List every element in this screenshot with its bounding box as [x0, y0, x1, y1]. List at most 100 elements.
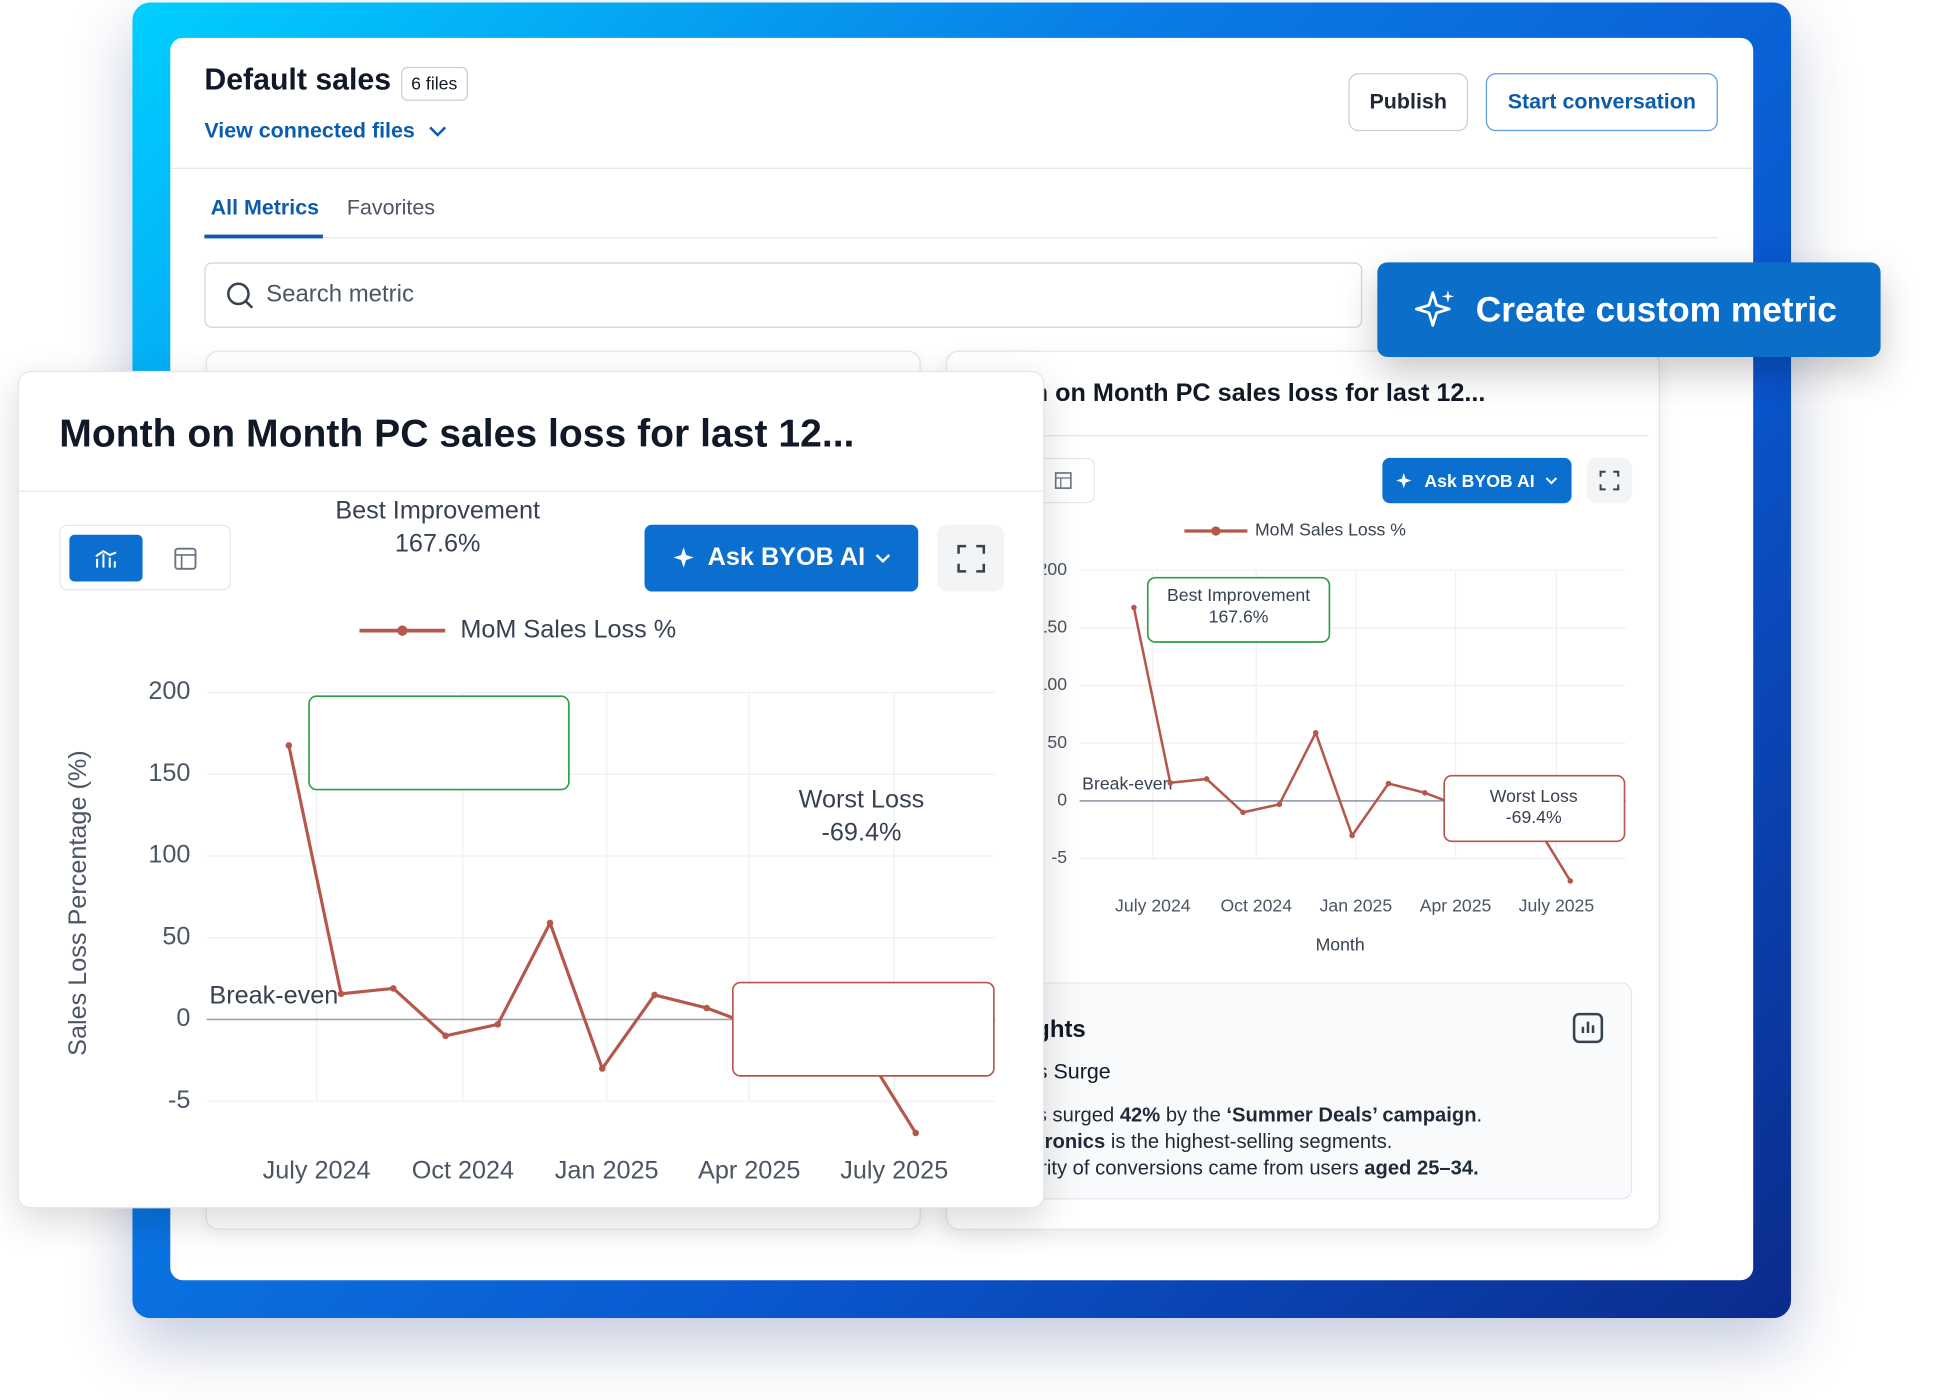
x-tick-label: July 2025 [1519, 896, 1595, 916]
y-axis-title: Sales Loss Percentage (%) [64, 750, 92, 1056]
data-point [651, 991, 658, 999]
chart-view-button[interactable] [69, 534, 143, 582]
y-tick-label: 150 [1038, 616, 1068, 636]
break-even-label: Break-even [209, 981, 338, 1009]
data-point [1349, 832, 1355, 839]
best-annotation-title: Best Improvement [335, 497, 540, 525]
y-tick-label: 100 [1038, 674, 1068, 694]
data-point [1276, 801, 1283, 808]
legend-marker [397, 625, 408, 636]
best-annotation-value: 167.6% [1209, 607, 1269, 627]
worst-annotation-value: -69.4% [1506, 807, 1562, 827]
sparkle-icon [1396, 472, 1412, 489]
text: . [1476, 1104, 1483, 1127]
divider [959, 435, 1649, 437]
insight-line: Majority of conversions came from users … [983, 1155, 1482, 1181]
y-tick-label: 0 [176, 1004, 190, 1032]
divider [18, 490, 1046, 492]
data-point [1312, 730, 1319, 736]
metric-card-expanded: Month on Month PC sales loss for last 12… [17, 370, 1046, 1209]
data-point [1422, 790, 1428, 796]
chevron [429, 126, 447, 137]
x-tick-label: July 2025 [840, 1156, 948, 1184]
chevron [1545, 477, 1557, 485]
legend-label: MoM Sales Loss % [460, 615, 676, 643]
worst-annotation-title: Worst Loss [1490, 786, 1578, 806]
text: Majority of conversions came from users [996, 1157, 1365, 1180]
bold-text: ‘Summer Deals’ campaign [1226, 1104, 1477, 1127]
best-annotation-box [308, 695, 570, 791]
y-tick-label: 50 [162, 922, 190, 950]
file-badge[interactable]: 6 files [401, 66, 468, 101]
x-tick-label: Oct 2024 [412, 1156, 514, 1184]
x-tick-label: July 2024 [263, 1156, 371, 1184]
link-text: View connected files [204, 118, 415, 143]
data-point [546, 919, 554, 927]
expand-button[interactable] [937, 524, 1004, 592]
tab-active[interactable]: All Metrics [210, 195, 320, 220]
ask-ai-label: Ask BYOB AI [707, 543, 866, 572]
worst-annotation-title: Worst Loss [799, 786, 925, 814]
ask-ai-label: Ask BYOB AI [1424, 470, 1535, 491]
x-axis-title: Month [1316, 935, 1365, 955]
worst-annotation-value: -69.4% [822, 818, 902, 846]
x-tick-label: Apr 2025 [1420, 896, 1492, 916]
data-point [1203, 776, 1210, 782]
y-tick-label: 100 [148, 841, 190, 869]
worst-annotation-box [731, 981, 995, 1077]
data-point [598, 1065, 606, 1072]
table-view-button[interactable] [1054, 472, 1072, 490]
text: is the highest-selling segments. [1105, 1131, 1393, 1153]
x-tick-label: July 2024 [1115, 896, 1191, 916]
ask-ai-button[interactable]: Ask BYOB AI [644, 524, 919, 592]
data-point [285, 742, 293, 749]
card-title: Month on Month PC sales loss for last 12… [972, 379, 1486, 408]
legend-marker [1211, 526, 1221, 536]
y-tick-label: 200 [1038, 559, 1068, 579]
metric-card: Month on Month PC sales loss for last 12… [945, 350, 1660, 1230]
insights-panel: Insights Sales Surge Sales surged 42% by… [972, 982, 1633, 1200]
expand-icon [1599, 470, 1620, 491]
worst-annotation-box [1443, 774, 1626, 843]
break-even-label: Break-even [1082, 774, 1172, 794]
expand-button[interactable] [1586, 457, 1633, 504]
sparkle-icon [673, 546, 694, 567]
card-title: Month on Month PC sales loss for last 12… [59, 411, 855, 456]
x-tick-label: Jan 2025 [1320, 896, 1393, 916]
data-point [1385, 780, 1392, 787]
table-view-button[interactable] [174, 547, 197, 570]
search-icon [227, 282, 254, 309]
connected-files-link[interactable]: View connected files [204, 119, 447, 144]
chart-icon [95, 549, 117, 567]
insights-icon [1572, 1012, 1604, 1044]
data-point [390, 985, 397, 992]
view-toggle [59, 524, 231, 591]
x-tick-label: Jan 2025 [555, 1156, 659, 1184]
data-point [1167, 779, 1174, 786]
best-annotation-box [1146, 576, 1331, 643]
chart: -5 0 50 100 150 200 July 2024 Oct 2024 Jan 2025 A… [64, 497, 996, 1184]
tab[interactable]: Favorites [346, 195, 436, 220]
expand-icon [956, 544, 985, 572]
start-conversation-button[interactable]: Start conversation [1485, 73, 1718, 132]
tab-divider [204, 237, 1718, 239]
y-tick-label: 200 [148, 677, 190, 705]
search-box[interactable]: Search metric [204, 262, 1363, 328]
ask-ai-button[interactable]: Ask BYOB AI [1382, 457, 1572, 504]
divider [170, 167, 1754, 170]
insight-line: Sales surged 42% by the ‘Summer Deals’ c… [983, 1102, 1483, 1128]
publish-button[interactable]: Publish [1348, 73, 1469, 132]
y-tick-label: -5 [168, 1086, 190, 1114]
data-point [912, 1129, 919, 1137]
chevron [875, 554, 891, 564]
create-button-label: Create custom metric [1475, 289, 1837, 329]
create-custom-metric-button[interactable]: Create custom metric [1377, 262, 1881, 357]
insights-list: Sales surged 42% by the ‘Summer Deals’ c… [983, 1102, 1483, 1181]
page-title: Default sales [204, 63, 392, 98]
sparkle-icon [1415, 289, 1455, 327]
best-annotation-value: 167.6% [395, 530, 481, 558]
data-point [1240, 809, 1246, 816]
x-tick-label: Apr 2025 [698, 1156, 800, 1184]
